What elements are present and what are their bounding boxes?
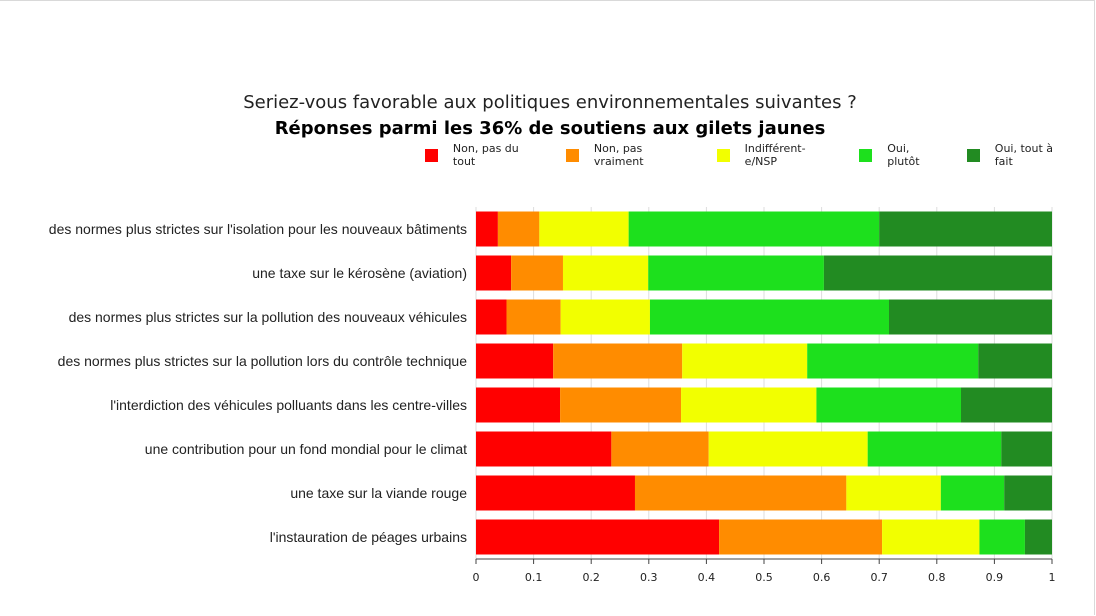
- x-tick-label: 0.3: [640, 571, 658, 584]
- bar-segment: [867, 431, 1002, 467]
- legend-label: Oui, tout à fait: [994, 142, 1054, 168]
- bar-segment: [682, 343, 808, 379]
- x-tick-label: 0.6: [813, 571, 831, 584]
- bar-segment: [708, 431, 868, 467]
- x-tick-label: 0.1: [525, 571, 543, 584]
- category-label: des normes plus strictes sur la pollutio…: [69, 309, 467, 325]
- bar-segment: [553, 343, 683, 379]
- bar-segment: [476, 211, 498, 247]
- bar-segment: [476, 519, 720, 555]
- bar-segment: [476, 255, 512, 291]
- chart-legend: Non, pas du tout Non, pas vraiment Indiffé…: [425, 142, 1096, 168]
- bar-segment: [511, 255, 563, 291]
- bar-segment: [560, 387, 682, 423]
- bar-segment: [628, 211, 880, 247]
- bar-segment: [979, 519, 1025, 555]
- x-tick-label: 0: [473, 571, 480, 584]
- bar-segment: [1024, 519, 1052, 555]
- bar-segment: [888, 299, 1052, 335]
- bar-segment: [560, 299, 650, 335]
- legend-label: Non, pas vraiment: [593, 142, 644, 168]
- bar-segment: [681, 387, 817, 423]
- bar-segment: [497, 211, 540, 247]
- bar-segment: [476, 299, 507, 335]
- bar-segment: [879, 211, 1052, 247]
- bar-segment: [648, 255, 824, 291]
- x-tick-label: 0.5: [755, 571, 773, 584]
- category-label: des normes plus strictes sur la pollutio…: [58, 353, 468, 369]
- bar-segment: [719, 519, 883, 555]
- bar-segment: [506, 299, 561, 335]
- category-label: une taxe sur la viande rouge: [290, 485, 467, 501]
- x-tick-label: 1: [1049, 571, 1056, 584]
- bar-segment: [476, 387, 561, 423]
- bar-segment: [823, 255, 1052, 291]
- category-label: des normes plus strictes sur l'isolation…: [49, 221, 467, 237]
- legend-label: Oui, plutôt: [887, 142, 920, 168]
- legend-item[interactable]: Non, pas du tout: [425, 142, 544, 168]
- category-label: l'instauration de péages urbains: [270, 529, 467, 545]
- bar-segment: [562, 255, 649, 291]
- legend-label: Indifférent-e/NSP: [744, 142, 806, 168]
- bar-segment: [634, 475, 847, 511]
- bar-segment: [807, 343, 979, 379]
- bar-segment: [846, 475, 941, 511]
- x-tick-label: 0.7: [870, 571, 888, 584]
- chart-title: Seriez-vous favorable aux politiques env…: [243, 92, 857, 113]
- chart-subtitle: Réponses parmi les 36% de soutiens aux g…: [274, 118, 826, 139]
- bar-segment: [960, 387, 1052, 423]
- x-tick-label: 0.8: [928, 571, 946, 584]
- bar-segment: [611, 431, 709, 467]
- legend-swatch: [716, 148, 730, 162]
- legend-swatch: [425, 148, 438, 162]
- bar-segment: [940, 475, 1005, 511]
- legend-item[interactable]: Indifférent-e/NSP: [716, 142, 838, 168]
- bar-segment: [476, 343, 554, 379]
- category-label: l'interdiction des véhicules polluants d…: [110, 397, 467, 413]
- legend-item[interactable]: Oui, plutôt: [859, 142, 945, 168]
- legend-swatch: [859, 148, 873, 162]
- bar-segment: [476, 431, 612, 467]
- legend-swatch: [966, 148, 980, 162]
- bar-segment: [539, 211, 629, 247]
- bar-segment: [816, 387, 961, 423]
- legend-item[interactable]: Non, pas vraiment: [565, 142, 695, 168]
- legend-swatch: [565, 148, 579, 162]
- bar-segment: [978, 343, 1052, 379]
- x-tick-label: 0.4: [698, 571, 716, 584]
- legend-label: Non, pas du tout: [452, 142, 519, 168]
- category-label: une taxe sur le kérosène (aviation): [252, 265, 467, 281]
- bar-segment: [649, 299, 889, 335]
- bar-segment: [476, 475, 635, 511]
- category-label: une contribution pour un fond mondial po…: [145, 441, 467, 457]
- bar-segment: [1001, 431, 1052, 467]
- bar-segment: [882, 519, 980, 555]
- legend-item[interactable]: Oui, tout à fait: [966, 142, 1074, 168]
- x-tick-label: 0.2: [582, 571, 600, 584]
- x-tick-label: 0.9: [986, 571, 1004, 584]
- bar-segment: [1004, 475, 1052, 511]
